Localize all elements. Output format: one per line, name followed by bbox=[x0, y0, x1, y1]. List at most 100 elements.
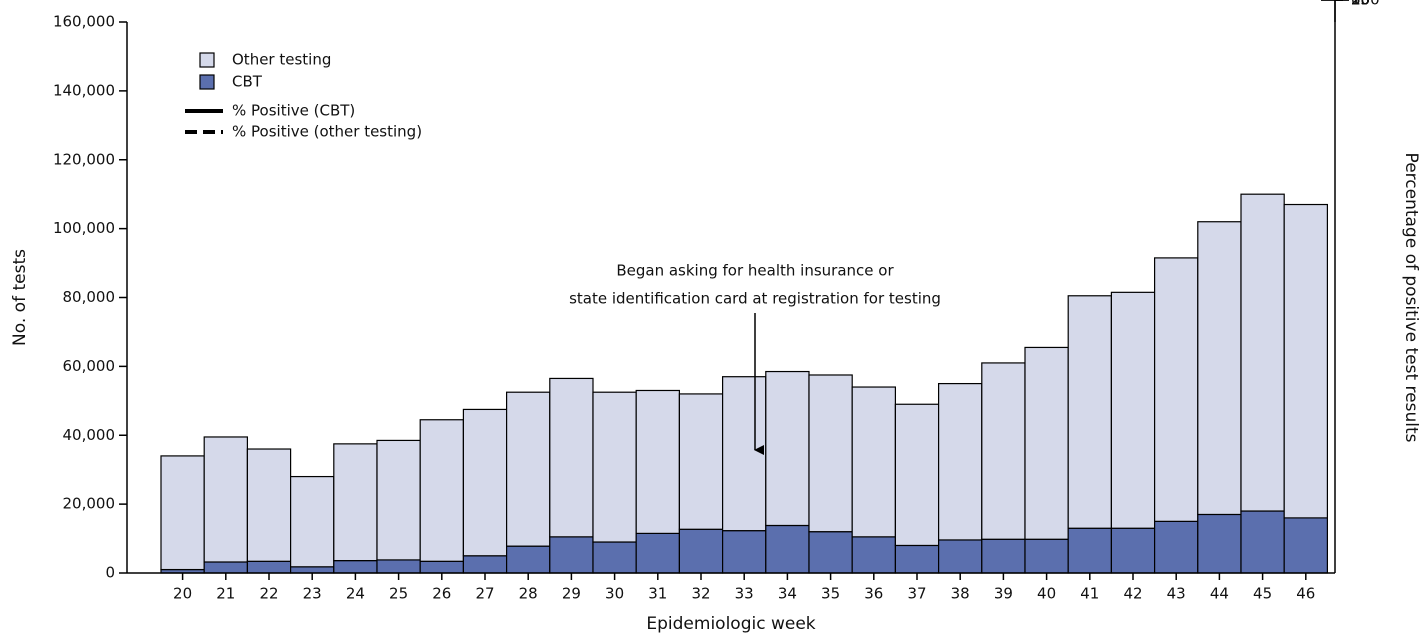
bar bbox=[246, 448, 292, 562]
bar bbox=[290, 566, 335, 574]
x-tick-label: 21 bbox=[216, 585, 235, 603]
bar bbox=[506, 391, 551, 547]
bar bbox=[1153, 520, 1199, 574]
bar bbox=[765, 370, 810, 527]
bar bbox=[981, 538, 1026, 574]
x-tick-label: 43 bbox=[1167, 585, 1186, 603]
x-tick-label: 29 bbox=[562, 585, 581, 603]
bar bbox=[419, 560, 465, 574]
bar bbox=[937, 539, 983, 574]
bar bbox=[678, 393, 724, 530]
bar bbox=[333, 560, 378, 574]
bar bbox=[333, 443, 378, 562]
bar bbox=[894, 544, 940, 574]
x-tick-label: 42 bbox=[1123, 585, 1142, 603]
x-tick-label: 23 bbox=[303, 585, 322, 603]
bar bbox=[462, 408, 508, 557]
x-tick-label: 46 bbox=[1296, 585, 1315, 603]
x-tick-label: 37 bbox=[907, 585, 926, 603]
x-tick-label: 32 bbox=[691, 585, 710, 603]
x-axis-title: Epidemiologic week bbox=[646, 614, 815, 634]
legend-label: % Positive (other testing) bbox=[232, 123, 422, 141]
y-tick-label: 40,000 bbox=[63, 426, 116, 444]
x-tick-label: 38 bbox=[951, 585, 970, 603]
bar bbox=[203, 436, 248, 563]
y2-tick-label: 30 bbox=[1351, 0, 1370, 9]
bar bbox=[1197, 513, 1242, 574]
y2-tick-label: 35 bbox=[1351, 0, 1370, 9]
bar bbox=[678, 528, 724, 574]
bar bbox=[808, 531, 853, 574]
x-tick-label: 22 bbox=[259, 585, 278, 603]
bar bbox=[549, 536, 594, 574]
y-tick-label: 80,000 bbox=[63, 288, 116, 306]
bar bbox=[851, 386, 897, 538]
bar bbox=[246, 560, 292, 574]
y-tick-label: 100,000 bbox=[53, 219, 115, 237]
x-tick-label: 25 bbox=[389, 585, 408, 603]
annotation: state identification card at registratio… bbox=[569, 290, 941, 308]
bar bbox=[1240, 193, 1285, 512]
bar bbox=[1024, 538, 1069, 574]
y-tick-label: 60,000 bbox=[63, 357, 116, 375]
bar bbox=[462, 555, 508, 574]
x-tick-label: 31 bbox=[648, 585, 667, 603]
y2-tick-label: 100 bbox=[1351, 0, 1380, 9]
y-tick-label: 20,000 bbox=[63, 495, 116, 513]
bar bbox=[160, 455, 205, 571]
bar bbox=[376, 559, 421, 574]
y2-tick-label: 5 bbox=[1351, 0, 1361, 9]
legend-swatch bbox=[199, 74, 215, 90]
bar bbox=[635, 532, 681, 574]
bar bbox=[1197, 221, 1242, 516]
x-tick-label: 30 bbox=[605, 585, 624, 603]
bar bbox=[506, 545, 551, 574]
y-axis-title: No. of tests bbox=[10, 249, 30, 346]
y2-axis-title: Percentage of positive test results bbox=[1401, 153, 1421, 443]
bar bbox=[635, 389, 681, 534]
bar bbox=[1283, 203, 1328, 519]
x-tick-label: 39 bbox=[994, 585, 1013, 603]
x-tick-label: 35 bbox=[821, 585, 840, 603]
y-tick-label: 140,000 bbox=[53, 81, 115, 99]
bar bbox=[1110, 291, 1156, 529]
x-tick-label: 36 bbox=[864, 585, 883, 603]
bar bbox=[765, 524, 810, 574]
y2-tick-label: 25 bbox=[1351, 0, 1370, 9]
x-tick-label: 40 bbox=[1037, 585, 1056, 603]
x-tick-label: 41 bbox=[1080, 585, 1099, 603]
bar bbox=[894, 403, 940, 547]
x-tick-label: 28 bbox=[519, 585, 538, 603]
bar bbox=[937, 382, 983, 541]
x-tick-label: 45 bbox=[1253, 585, 1272, 603]
legend-swatch bbox=[199, 52, 215, 68]
bar bbox=[1024, 346, 1069, 540]
legend-label: Other testing bbox=[232, 51, 331, 69]
y2-tick-label: 10 bbox=[1351, 0, 1370, 9]
y-tick-label: 0 bbox=[105, 564, 115, 582]
bar bbox=[419, 419, 465, 562]
bar bbox=[1110, 527, 1156, 574]
y2-tick-label: 15 bbox=[1351, 0, 1370, 9]
x-tick-label: 26 bbox=[432, 585, 451, 603]
y2-tick-label: 0 bbox=[1351, 0, 1361, 9]
annotation: Began asking for health insurance or bbox=[616, 262, 894, 280]
bar bbox=[981, 362, 1026, 540]
bar bbox=[592, 391, 637, 543]
y2-tick-label: 20 bbox=[1351, 0, 1370, 9]
x-tick-label: 20 bbox=[173, 585, 192, 603]
x-tick-label: 44 bbox=[1210, 585, 1229, 603]
bar bbox=[1240, 510, 1285, 574]
legend-label: % Positive (CBT) bbox=[232, 102, 355, 120]
x-tick-label: 34 bbox=[778, 585, 797, 603]
bar bbox=[851, 536, 897, 574]
y-tick-label: 160,000 bbox=[53, 13, 115, 31]
bar bbox=[1067, 295, 1112, 529]
x-tick-label: 27 bbox=[475, 585, 494, 603]
bar bbox=[376, 439, 421, 561]
bar bbox=[721, 530, 767, 574]
x-tick-label: 24 bbox=[346, 585, 365, 603]
x-tick-label: 33 bbox=[735, 585, 754, 603]
bar bbox=[1067, 527, 1112, 574]
